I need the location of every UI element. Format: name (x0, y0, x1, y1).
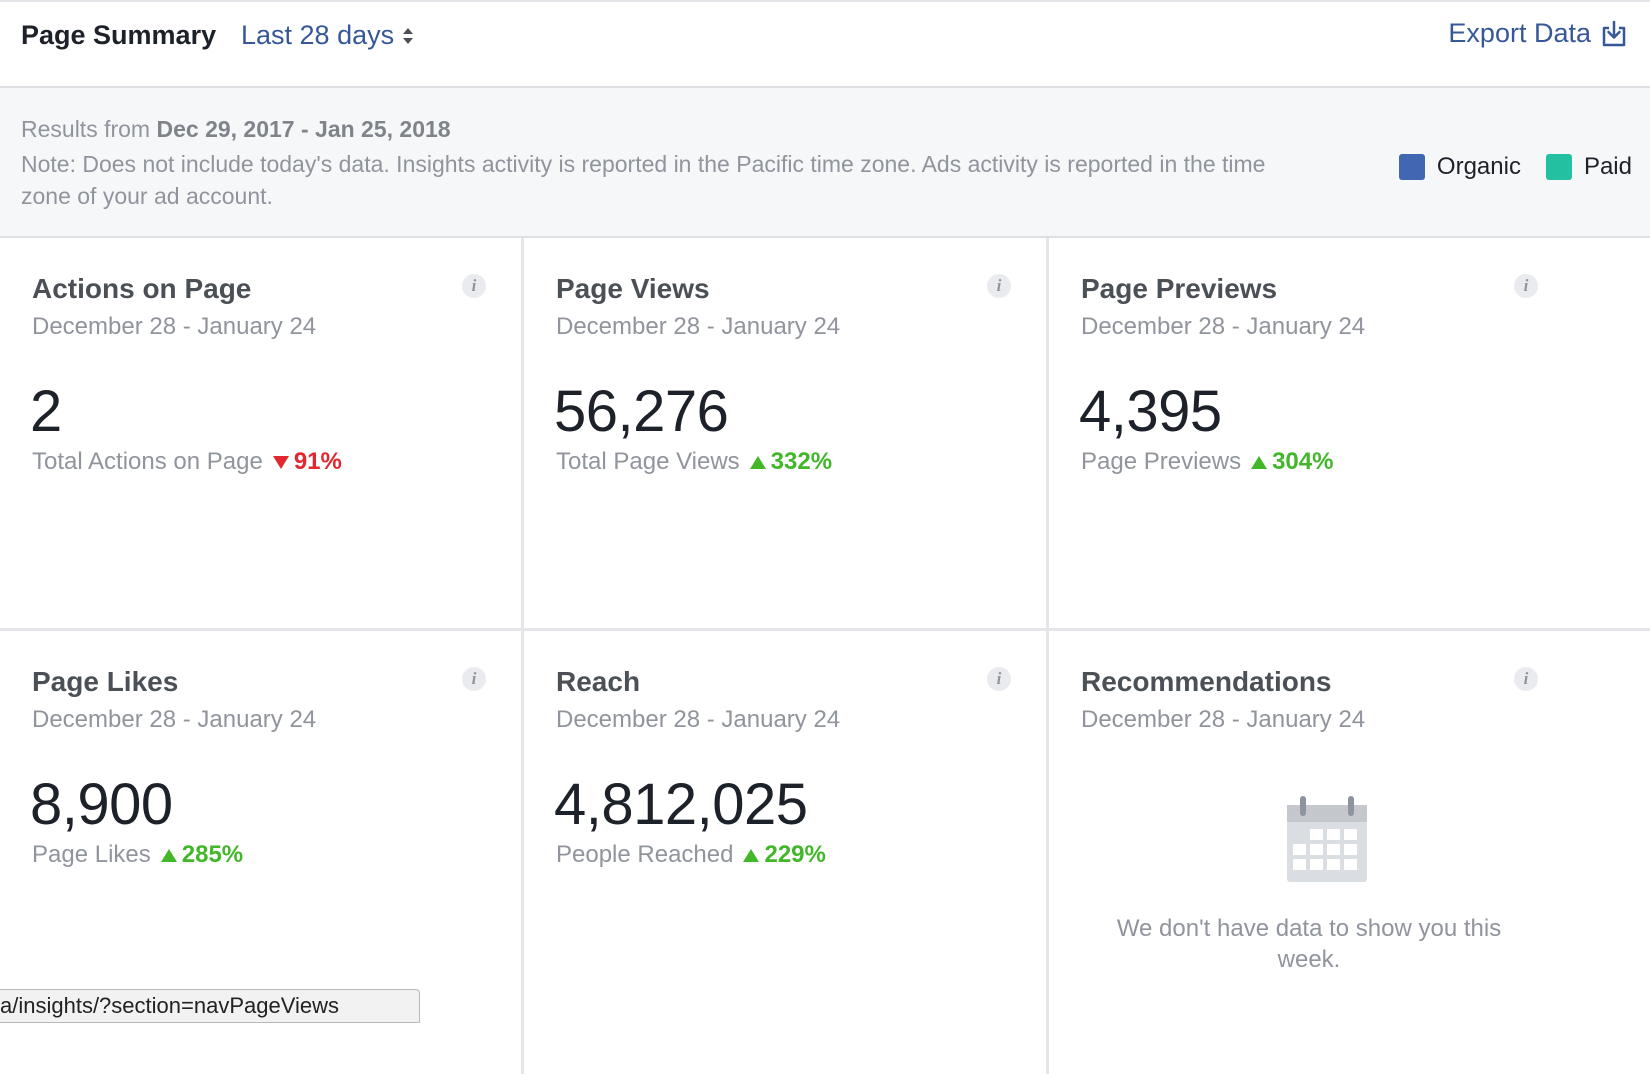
card-title: Reach (556, 666, 641, 697)
card-metric-row: People Reached 229% (556, 841, 826, 869)
info-icon[interactable]: i (1514, 274, 1538, 298)
card-dates: December 28 - January 24 (556, 706, 841, 733)
card-metric-row: Total Page Views 332% (556, 448, 832, 476)
page-title: Page Summary (21, 20, 217, 50)
card-actions-on-page[interactable]: Actions on Page December 28 - January 24… (0, 238, 524, 631)
summary-cards-grid: Actions on Page December 28 - January 24… (0, 238, 1650, 1074)
card-metric-label: Page Previews (1081, 448, 1242, 475)
card-change: 304% (1272, 448, 1334, 475)
card-dates: December 28 - January 24 (1081, 706, 1366, 733)
trend-up-icon (160, 848, 177, 862)
timezone-note: Note: Does not include today's data. Ins… (21, 151, 1266, 209)
download-icon (1602, 20, 1626, 46)
info-icon[interactable]: i (462, 667, 486, 691)
card-dates: December 28 - January 24 (556, 313, 841, 340)
date-range-label: Last 28 days (241, 20, 395, 50)
results-range-text: Results from Dec 29, 2017 - Jan 25, 2018 (21, 116, 451, 143)
info-icon[interactable]: i (1514, 667, 1538, 691)
results-dates: Dec 29, 2017 - Jan 25, 2018 (156, 116, 451, 142)
card-change: 91% (293, 448, 342, 475)
trend-down-icon (272, 455, 289, 469)
paid-swatch (1545, 154, 1572, 180)
card-metric-label: Page Likes (32, 841, 151, 868)
legend-item-organic: Organic (1398, 153, 1521, 181)
card-metric-row: Page Previews 304% (1081, 448, 1333, 476)
card-metric-label: Total Page Views (556, 448, 740, 475)
info-icon[interactable]: i (987, 667, 1011, 691)
info-icon[interactable]: i (462, 274, 486, 298)
card-page-views[interactable]: Page Views December 28 - January 24 i 56… (524, 238, 1049, 631)
trend-up-icon (749, 455, 766, 469)
card-title: Page Likes (32, 666, 179, 697)
legend: Organic Paid (1374, 153, 1632, 181)
date-range-dropdown[interactable]: Last 28 days (241, 20, 414, 51)
card-metric-row: Total Actions on Page 91% (32, 448, 342, 476)
card-page-previews[interactable]: Page Previews December 28 - January 24 i… (1049, 238, 1650, 631)
card-change: 229% (764, 841, 826, 868)
info-icon[interactable]: i (987, 274, 1011, 298)
results-info-band: Results from Dec 29, 2017 - Jan 25, 2018… (0, 88, 1650, 238)
card-change: 332% (770, 448, 833, 475)
card-metric-label: Total Actions on Page (32, 448, 263, 475)
card-dates: December 28 - January 24 (32, 706, 317, 733)
card-recommendations[interactable]: Recommendations December 28 - January 24… (1049, 631, 1650, 1074)
card-metric-label: People Reached (556, 841, 734, 868)
no-data-message: We don't have data to show you this week… (1116, 915, 1502, 973)
card-value: 4,395 (1079, 379, 1222, 444)
card-value: 4,812,025 (554, 772, 808, 837)
organic-swatch (1398, 154, 1425, 180)
legend-item-paid: Paid (1545, 153, 1632, 181)
page-summary-header: Page Summary Last 28 days Export Data (0, 0, 1650, 88)
card-title: Page Views (556, 273, 710, 304)
legend-label-paid: Paid (1583, 153, 1632, 180)
trend-up-icon (1251, 455, 1268, 469)
card-reach[interactable]: Reach December 28 - January 24 i 4,812,0… (524, 631, 1049, 1074)
card-dates: December 28 - January 24 (32, 313, 317, 340)
sort-updown-icon (403, 27, 414, 45)
export-data-label: Export Data (1448, 18, 1591, 48)
calendar-icon (1287, 796, 1367, 882)
results-prefix: Results from (21, 116, 157, 142)
legend-label-organic: Organic (1436, 153, 1521, 180)
card-metric-row: Page Likes 285% (32, 841, 243, 869)
card-title: Actions on Page (32, 273, 252, 304)
card-dates: December 28 - January 24 (1081, 313, 1366, 340)
card-title: Page Previews (1081, 273, 1278, 304)
export-data-button[interactable]: Export Data (1448, 18, 1627, 49)
card-title: Recommendations (1081, 666, 1332, 697)
status-bar-url: a/insights/?section=navPageViews (0, 989, 420, 1023)
card-value: 2 (30, 379, 62, 444)
card-change: 285% (181, 841, 244, 868)
card-value: 56,276 (554, 379, 729, 444)
trend-up-icon (743, 848, 760, 862)
card-value: 8,900 (30, 772, 173, 837)
